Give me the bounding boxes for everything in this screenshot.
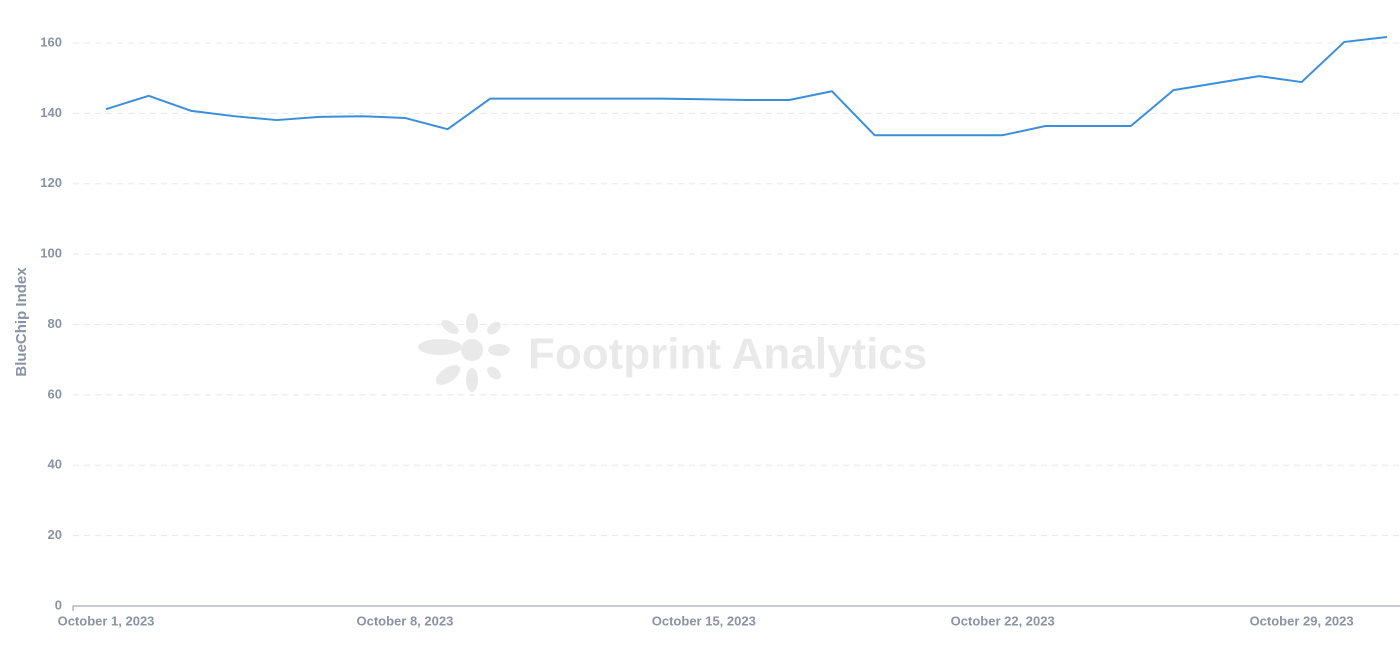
watermark-text: Footprint Analytics	[528, 330, 927, 379]
y-tick-label: 120	[40, 175, 62, 190]
y-tick-label: 160	[40, 34, 62, 49]
watermark	[418, 313, 510, 392]
y-tick-label: 0	[55, 597, 62, 612]
x-tick-label: October 1, 2023	[58, 613, 155, 628]
y-tick-label: 40	[48, 457, 62, 472]
y-tick-label: 60	[48, 386, 62, 401]
y-tick-label: 80	[48, 316, 62, 331]
x-tick-label: October 15, 2023	[652, 613, 756, 628]
x-tick-label: October 29, 2023	[1250, 613, 1354, 628]
y-axis-label: BlueChip Index	[13, 267, 30, 377]
line-series	[105, 36, 1388, 137]
y-tick-label: 20	[48, 527, 62, 542]
y-tick-label: 140	[40, 105, 62, 120]
x-tick-label: October 8, 2023	[356, 613, 453, 628]
y-tick-label: 100	[40, 246, 62, 261]
x-tick-label: October 22, 2023	[951, 613, 1055, 628]
